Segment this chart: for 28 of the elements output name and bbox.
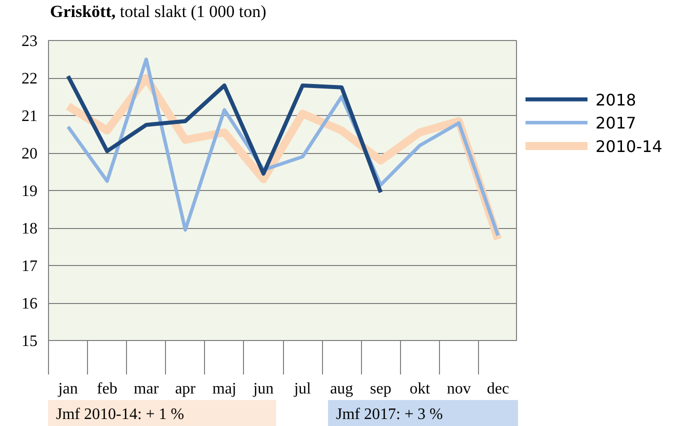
- text: Jmf 2017: + 3 %: [336, 405, 443, 425]
- x-tick-label: jan: [57, 380, 78, 398]
- y-tick-label: 19: [22, 183, 38, 200]
- y-tick-label: 20: [22, 146, 38, 162]
- line-series: [66, 74, 383, 194]
- y-tick-label: 22: [22, 70, 38, 88]
- x-tick-label: aug: [330, 380, 354, 398]
- x-tick-label: nov: [446, 380, 471, 398]
- legend-label: 2017: [596, 114, 636, 133]
- chart-title: Griskött, total slakt (1 000 ton): [50, 1, 266, 23]
- x-tick-label: mar: [134, 380, 160, 398]
- legend-label: 2010-14: [596, 136, 662, 156]
- y-tick-label: 16: [22, 296, 38, 312]
- legend-label: 2018: [596, 90, 636, 110]
- y-tick-label: 15: [22, 333, 38, 350]
- text: Jmf 2010-14: + 1 %: [56, 405, 184, 425]
- x-tick-label: sep: [370, 380, 392, 398]
- y-tick-label: 23: [22, 33, 38, 50]
- x-tick-label: dec: [486, 380, 510, 398]
- x-tick-label: okt: [410, 380, 431, 398]
- x-tick-label: maj: [212, 380, 236, 398]
- x-tick-label: jun: [252, 380, 274, 398]
- x-tick-label: feb: [96, 380, 118, 398]
- y-tick-label: 17: [22, 258, 38, 275]
- y-tick-label: 21: [22, 108, 38, 125]
- x-tick-label: apr: [175, 380, 196, 398]
- y-tick-label: 18: [22, 220, 38, 238]
- x-tick-label: jul: [293, 380, 312, 398]
